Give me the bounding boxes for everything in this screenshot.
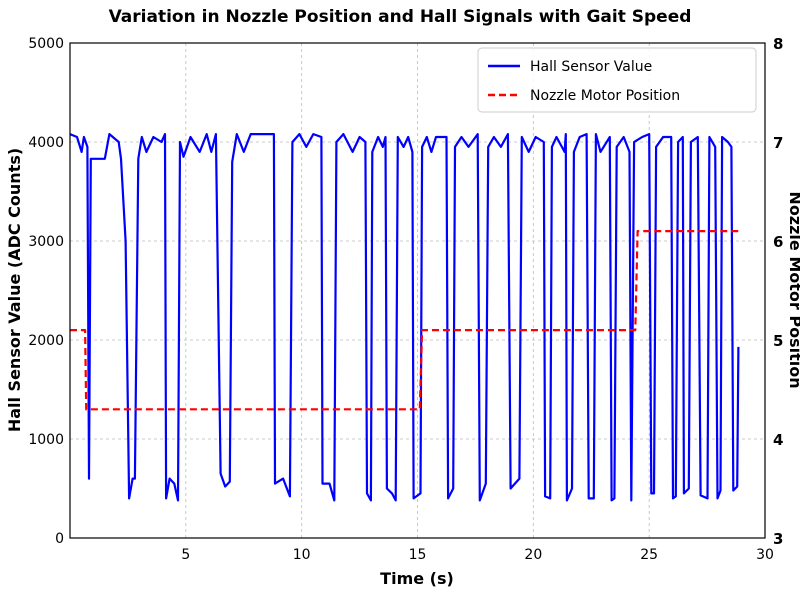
y2-axis-ticks: 3 4 5 6 7 8: [773, 35, 783, 548]
x-tick-label: 30: [756, 547, 774, 563]
y-tick-label: 4000: [28, 135, 64, 151]
x-tick-label: 20: [524, 547, 542, 563]
plot-frame: [69, 42, 766, 539]
x-tick-label: 5: [181, 547, 190, 563]
x-tick-label: 10: [293, 547, 311, 563]
y2-axis-label: Nozzle Motor Position: [786, 191, 800, 388]
series-layer: [69, 133, 740, 502]
x-axis-ticks: 5 10 15 20 25 30: [181, 547, 774, 563]
y2-tick-label: 4: [773, 431, 783, 449]
x-tick-label: 25: [640, 547, 658, 563]
y-axis-label: Hall Sensor Value (ADC Counts): [5, 148, 24, 432]
y-tick-label: 3000: [28, 234, 64, 250]
y-tick-label: 2000: [28, 333, 64, 349]
legend-box: [477, 47, 757, 113]
legend: Hall Sensor Value Nozzle Motor Position: [477, 47, 757, 113]
grid: [70, 42, 766, 539]
legend-label-nozzle: Nozzle Motor Position: [530, 88, 680, 104]
x-axis-label: Time (s): [380, 569, 454, 588]
y-axis-ticks: 0 1000 2000 3000 4000 5000: [28, 36, 64, 547]
y-tick-label: 1000: [28, 432, 64, 448]
y-tick-label: 5000: [28, 36, 64, 52]
hall-sensor-line: [69, 133, 740, 502]
y2-tick-label: 8: [773, 35, 783, 53]
y2-tick-label: 7: [773, 134, 783, 152]
y2-tick-label: 6: [773, 233, 783, 251]
y2-tick-label: 5: [773, 332, 783, 350]
chart-title: Variation in Nozzle Position and Hall Si…: [109, 7, 692, 27]
y2-tick-label: 3: [773, 530, 783, 548]
y-tick-label: 0: [55, 531, 64, 547]
legend-label-hall: Hall Sensor Value: [530, 59, 652, 75]
x-tick-label: 15: [409, 547, 427, 563]
nozzle-position-line: [70, 230, 739, 411]
